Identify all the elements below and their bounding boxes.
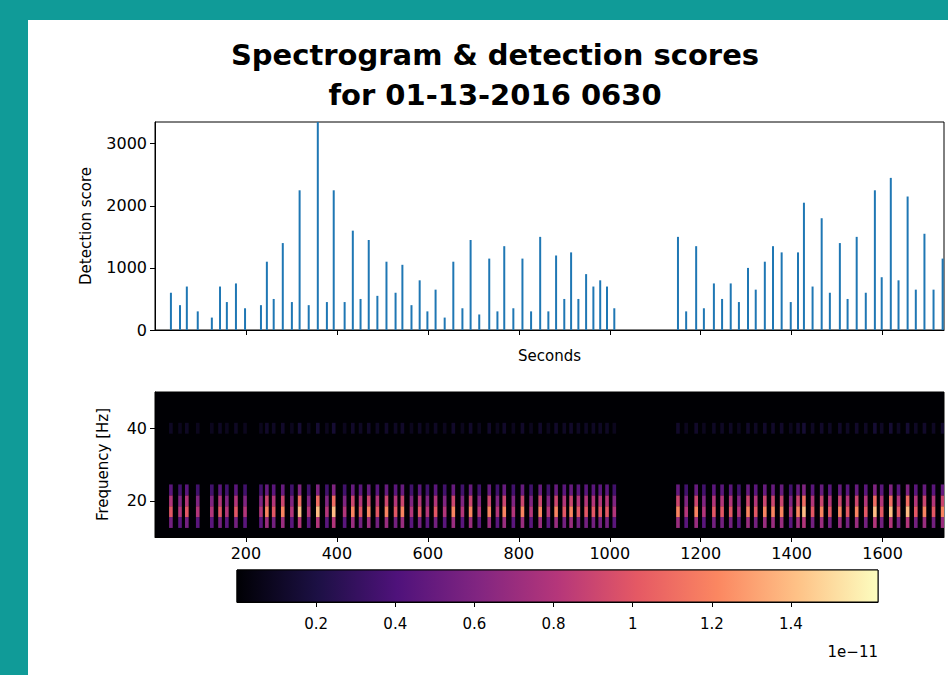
svg-text:600: 600: [413, 544, 444, 563]
svg-text:40: 40: [127, 419, 147, 438]
svg-text:Detection score: Detection score: [77, 167, 95, 285]
svg-text:1e−11: 1e−11: [828, 643, 878, 661]
svg-text:0: 0: [137, 321, 147, 340]
svg-text:400: 400: [322, 544, 353, 563]
svg-text:for 01-13-2016 0630: for 01-13-2016 0630: [328, 78, 661, 112]
svg-text:200: 200: [231, 544, 262, 563]
svg-text:Frequency [Hz]: Frequency [Hz]: [94, 408, 112, 521]
svg-text:0.4: 0.4: [383, 615, 407, 633]
svg-text:1.4: 1.4: [779, 615, 803, 633]
svg-text:1400: 1400: [771, 544, 812, 563]
svg-text:1.2: 1.2: [700, 615, 724, 633]
svg-text:0.6: 0.6: [462, 615, 486, 633]
svg-text:Spectrogram & detection scores: Spectrogram & detection scores: [231, 38, 759, 72]
svg-text:1600: 1600: [862, 544, 903, 563]
svg-text:2000: 2000: [106, 196, 147, 215]
svg-text:0.8: 0.8: [542, 615, 566, 633]
svg-text:0.2: 0.2: [304, 615, 328, 633]
svg-text:3000: 3000: [106, 134, 147, 153]
svg-text:1200: 1200: [680, 544, 721, 563]
svg-text:1000: 1000: [106, 258, 147, 277]
svg-text:Seconds: Seconds: [518, 347, 581, 365]
svg-text:800: 800: [504, 544, 535, 563]
svg-text:20: 20: [127, 491, 147, 510]
svg-text:1: 1: [628, 615, 638, 633]
svg-text:1000: 1000: [589, 544, 630, 563]
